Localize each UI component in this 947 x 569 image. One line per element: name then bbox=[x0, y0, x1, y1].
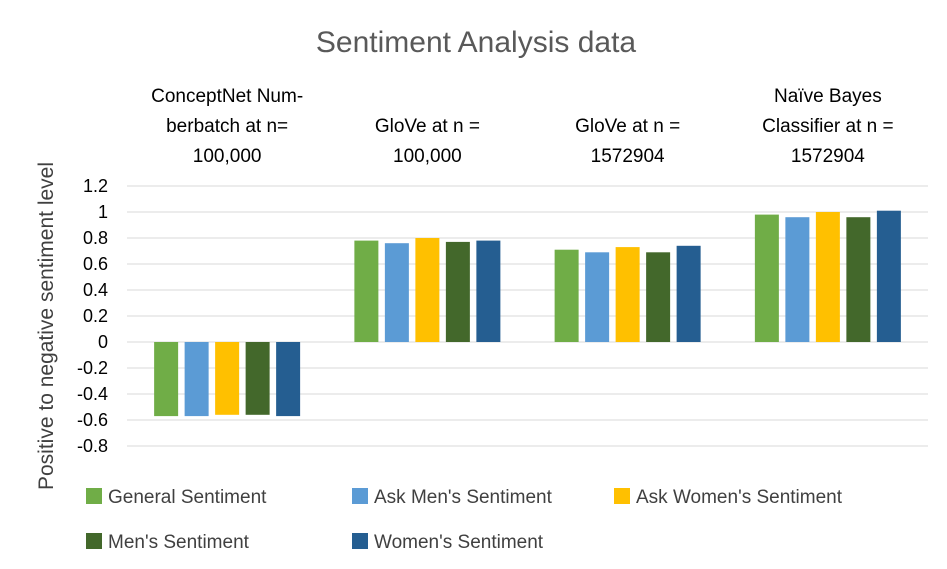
category-label: 1572904 bbox=[791, 146, 865, 167]
bar bbox=[585, 252, 610, 342]
bar bbox=[876, 210, 901, 342]
bar bbox=[354, 240, 379, 342]
legend-swatch bbox=[614, 488, 630, 504]
category-labels: ConceptNet Num-berbatch at n= 100,000 GloV… bbox=[151, 86, 894, 167]
y-tick-label: 0.2 bbox=[83, 306, 108, 326]
bar bbox=[476, 240, 501, 342]
bar bbox=[245, 342, 270, 415]
bar bbox=[846, 217, 871, 342]
bar bbox=[154, 342, 179, 417]
legend-swatch bbox=[352, 488, 368, 504]
y-tick-label: 0 bbox=[98, 332, 108, 352]
y-tick-label: 0.8 bbox=[83, 228, 108, 248]
y-tick-label: -0.4 bbox=[77, 384, 108, 404]
category-label: 1572904 bbox=[591, 146, 665, 167]
category-label: ConceptNet Num- bbox=[151, 86, 303, 107]
category-label: 100,000 bbox=[393, 146, 462, 167]
legend-swatch bbox=[352, 533, 368, 549]
legend-label: General Sentiment bbox=[108, 487, 267, 508]
bar bbox=[415, 238, 440, 342]
legend-swatch bbox=[86, 533, 102, 549]
category-label: GloVe at n = bbox=[375, 116, 480, 137]
bar bbox=[754, 214, 779, 342]
bar bbox=[215, 342, 240, 415]
bar bbox=[554, 249, 579, 342]
bar bbox=[676, 245, 701, 342]
y-tick-label: 0.4 bbox=[83, 280, 108, 300]
bar bbox=[276, 342, 301, 417]
y-tick-label: 1 bbox=[98, 202, 108, 222]
bar bbox=[785, 217, 810, 342]
y-tick-label: 0.6 bbox=[83, 254, 108, 274]
chart-title: Sentiment Analysis data bbox=[316, 26, 637, 59]
legend-label: Ask Women's Sentiment bbox=[636, 487, 843, 508]
category-label: 100,000 bbox=[193, 146, 262, 167]
y-axis-label: Positive to negative sentiment level bbox=[35, 162, 58, 490]
bar bbox=[615, 247, 640, 342]
category-label: Classifier at n = bbox=[762, 116, 893, 137]
category-label: Naïve Bayes bbox=[774, 86, 882, 107]
legend-swatch bbox=[86, 488, 102, 504]
legend-label: Ask Men's Sentiment bbox=[374, 487, 553, 508]
bars bbox=[154, 210, 901, 417]
y-tick-label: -0.2 bbox=[77, 358, 108, 378]
bar bbox=[384, 243, 409, 342]
y-tick-label: -0.6 bbox=[77, 410, 108, 430]
category-label: berbatch at n= bbox=[166, 116, 288, 137]
legend: General Sentiment Ask Men's Sentiment Ask … bbox=[86, 487, 843, 553]
bar bbox=[445, 241, 470, 342]
y-tick-label: -0.8 bbox=[77, 436, 108, 456]
legend-label: Women's Sentiment bbox=[374, 532, 544, 553]
bar bbox=[646, 252, 671, 342]
y-tick-label: 1.2 bbox=[83, 176, 108, 196]
y-axis-ticks: 1.2 1 0.8 0.6 0.4 0.2 0 -0.2 -0.4 -0.6 -0.8 bbox=[77, 176, 108, 456]
legend-label: Men's Sentiment bbox=[108, 532, 250, 553]
bar bbox=[184, 342, 209, 417]
bar bbox=[815, 212, 840, 342]
category-label: GloVe at n = bbox=[575, 116, 680, 137]
